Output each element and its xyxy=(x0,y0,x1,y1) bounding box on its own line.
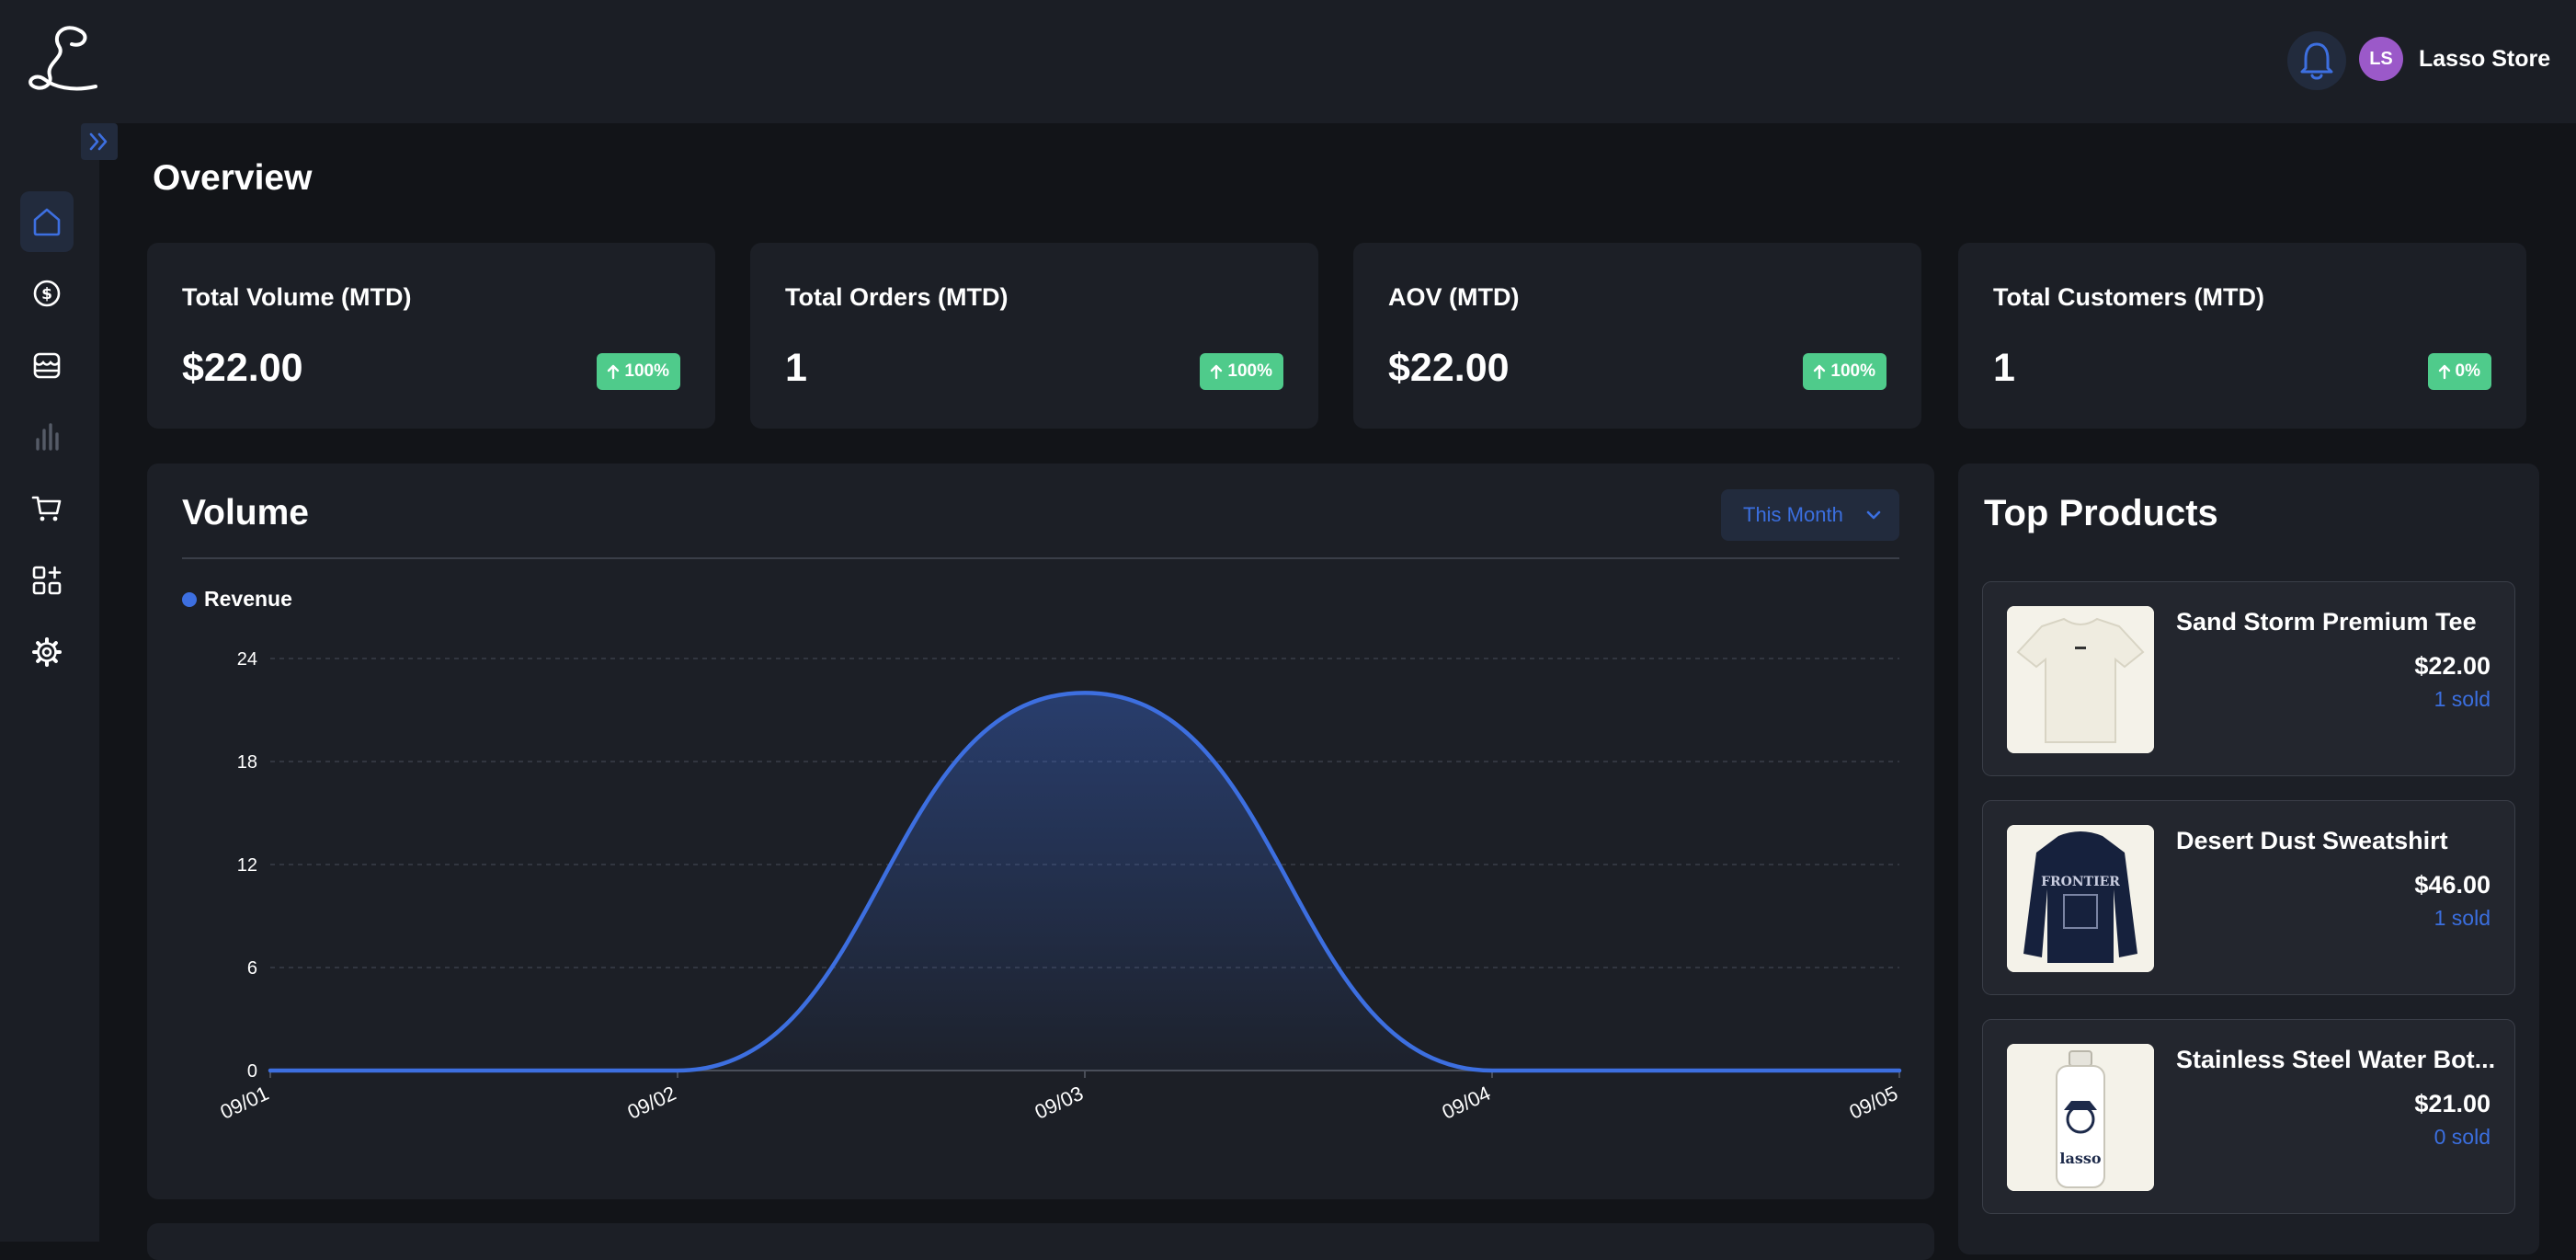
product-thumbnail xyxy=(2007,606,2154,753)
divider xyxy=(182,557,1899,559)
product-card[interactable]: Sand Storm Premium Tee $22.00 1 sold xyxy=(1982,581,2515,776)
x-tick-label: 09/02 xyxy=(624,1082,679,1124)
revenue-line xyxy=(268,691,1902,1073)
sidebar-item-store[interactable] xyxy=(20,335,74,395)
stat-label: Total Volume (MTD) xyxy=(182,283,412,311)
top-products-title: Top Products xyxy=(1984,493,2218,533)
change-value: 100% xyxy=(624,361,669,381)
y-tick-label: 0 xyxy=(247,1061,257,1082)
y-tick-label: 18 xyxy=(237,752,257,773)
product-name: Desert Dust Sweatshirt xyxy=(2176,827,2448,854)
revenue-area xyxy=(270,693,1899,1071)
volume-card: Volume This Month Revenue 0 6 12 18 24 09/01 0… xyxy=(147,464,1934,1199)
product-price: $46.00 xyxy=(2414,871,2491,899)
sidebar-item-settings[interactable] xyxy=(20,622,74,682)
arrow-up-icon xyxy=(1211,364,1223,380)
bar-chart-icon xyxy=(36,423,59,451)
product-sold-count: 1 sold xyxy=(2434,687,2491,711)
product-price: $22.00 xyxy=(2414,652,2491,680)
bell-icon xyxy=(2300,42,2333,80)
cart-icon xyxy=(31,496,62,521)
sweatshirt-graphic-text: FRONTIER xyxy=(2041,875,2120,889)
stat-label: Total Customers (MTD) xyxy=(1993,283,2264,311)
legend-label: Revenue xyxy=(204,587,292,611)
stat-value: 1 xyxy=(785,346,807,390)
change-value: 100% xyxy=(1830,361,1875,381)
sidebar: $ xyxy=(0,123,99,1242)
chart-legend: Revenue xyxy=(182,587,292,612)
product-sold-count: 0 sold xyxy=(2434,1125,2491,1149)
legend-dot xyxy=(182,591,197,607)
change-badge: 100% xyxy=(1200,353,1283,390)
volume-chart: 0 6 12 18 24 09/01 09/02 09/03 09/04 09/05 xyxy=(217,649,1902,1124)
store-name[interactable]: Lasso Store xyxy=(2419,46,2551,72)
storefront-icon xyxy=(33,352,61,379)
stat-label: Total Orders (MTD) xyxy=(785,283,1009,311)
chevron-down-icon xyxy=(1866,510,1881,520)
date-range-value: This Month xyxy=(1743,503,1843,526)
change-badge: 0% xyxy=(2427,353,2491,390)
home-icon xyxy=(33,208,61,236)
change-value: 100% xyxy=(1227,361,1272,381)
apps-plus-icon xyxy=(32,566,62,595)
x-tick-label: 09/03 xyxy=(1032,1082,1087,1124)
sidebar-item-payments[interactable]: $ xyxy=(20,263,74,324)
notifications-button[interactable] xyxy=(2287,31,2346,90)
tshirt-image xyxy=(2007,606,2154,753)
stat-card-customers: Total Customers (MTD) 1 0% xyxy=(1958,243,2526,429)
product-price: $21.00 xyxy=(2414,1090,2491,1117)
x-tick-label: 09/01 xyxy=(217,1082,272,1124)
sidebar-collapse-button[interactable] xyxy=(81,123,118,160)
top-products-card: Top Products Sand Storm Premium Tee $22.… xyxy=(1958,464,2539,1254)
dollar-icon: $ xyxy=(33,280,61,307)
sidebar-item-home[interactable] xyxy=(20,191,74,252)
arrow-up-icon xyxy=(2438,364,2450,380)
gear-icon xyxy=(32,637,62,667)
product-card[interactable]: FRONTIER Desert Dust Sweatshirt $46.00 1… xyxy=(1982,800,2515,995)
stat-card-orders: Total Orders (MTD) 1 100% xyxy=(750,243,1318,429)
page-title: Overview xyxy=(153,158,313,198)
bottle-label-text: lasso xyxy=(2059,1150,2101,1167)
date-range-dropdown[interactable]: This Month xyxy=(1721,489,1899,541)
stat-value: 1 xyxy=(1993,346,2015,390)
logo-icon[interactable] xyxy=(26,20,101,96)
arrow-up-icon xyxy=(1814,364,1826,380)
product-card[interactable]: lasso Stainless Steel Water Bot... $21.0… xyxy=(1982,1019,2515,1214)
avatar[interactable]: LS xyxy=(2359,37,2403,81)
change-badge: 100% xyxy=(597,353,680,390)
sweatshirt-image: FRONTIER xyxy=(2007,825,2154,972)
stat-card-aov: AOV (MTD) $22.00 100% xyxy=(1353,243,1921,429)
y-tick-label: 12 xyxy=(237,855,257,876)
stat-value: $22.00 xyxy=(1388,346,1510,390)
sidebar-item-analytics[interactable] xyxy=(20,407,74,467)
product-name: Stainless Steel Water Bot... xyxy=(2176,1046,2496,1073)
product-sold-count: 1 sold xyxy=(2434,906,2491,930)
y-tick-label: 6 xyxy=(247,958,257,979)
chevrons-right-icon xyxy=(89,132,108,151)
stat-card-volume: Total Volume (MTD) $22.00 100% xyxy=(147,243,715,429)
product-thumbnail: FRONTIER xyxy=(2007,825,2154,972)
sidebar-item-apps[interactable] xyxy=(20,550,74,611)
volume-title: Volume xyxy=(182,493,309,533)
top-bar: LS Lasso Store xyxy=(0,0,2576,123)
product-name: Sand Storm Premium Tee xyxy=(2176,608,2477,636)
y-tick-label: 24 xyxy=(237,649,257,670)
change-badge: 100% xyxy=(1803,353,1886,390)
change-value: 0% xyxy=(2455,361,2480,381)
x-tick-label: 09/05 xyxy=(1846,1082,1901,1124)
product-thumbnail: lasso xyxy=(2007,1044,2154,1191)
arrow-up-icon xyxy=(608,364,620,380)
stat-value: $22.00 xyxy=(182,346,303,390)
sidebar-item-orders[interactable] xyxy=(20,478,74,539)
x-tick-label: 09/04 xyxy=(1439,1082,1494,1124)
water-bottle-image: lasso xyxy=(2007,1044,2154,1191)
next-section-card xyxy=(147,1223,1934,1260)
stat-label: AOV (MTD) xyxy=(1388,283,1520,311)
svg-text:$: $ xyxy=(41,285,52,304)
